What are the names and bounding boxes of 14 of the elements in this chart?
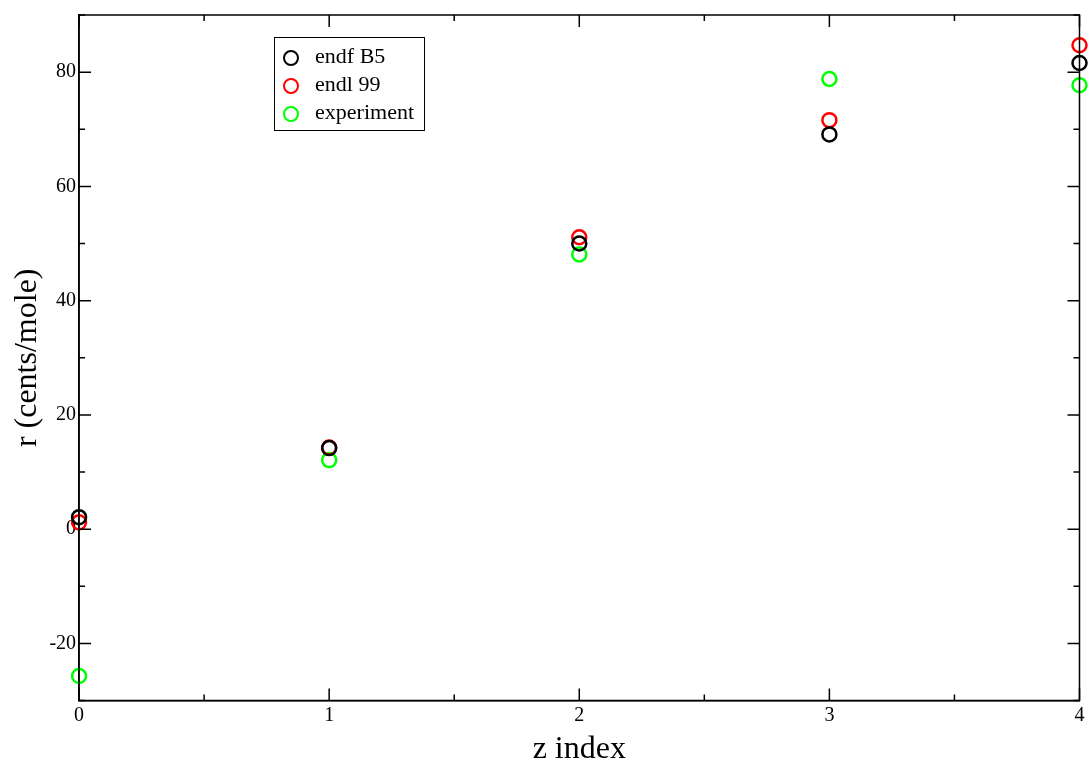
y-tick-label: 40 [56,287,77,310]
y-tick-label: -20 [49,630,77,653]
x-tick-label: 1 [324,702,335,725]
legend-label: endf B5 [315,43,386,68]
legend-label: endl 99 [315,71,381,96]
y-tick-label: 60 [56,173,77,196]
x-tick-label: 4 [1074,702,1085,725]
y-tick-label: 20 [56,402,77,425]
x-tick-label: 3 [824,702,835,725]
x-axis-title: z index [532,729,626,766]
x-tick-label: 2 [574,702,585,725]
y-tick-label: 80 [56,59,77,82]
y-axis-title: r (cents/mole) [6,268,43,448]
legend-label: experiment [315,99,415,124]
